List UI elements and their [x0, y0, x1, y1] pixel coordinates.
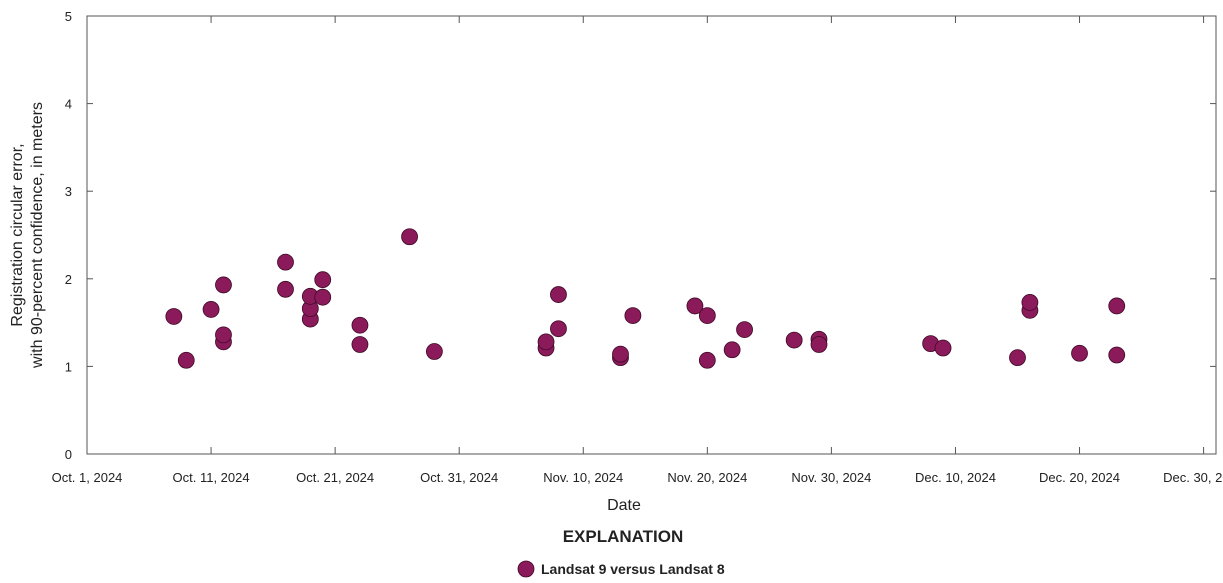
- x-axis: Oct. 1, 2024 Oct. 11, 2024 Oct. 21, 2024 Oc…: [52, 16, 1223, 485]
- data-point: [1108, 346, 1126, 364]
- x-tick-label: Oct. 21, 2024: [296, 470, 374, 485]
- data-point: [314, 288, 332, 306]
- data-point: [810, 336, 828, 353]
- data-point: [698, 307, 716, 324]
- data-point: [351, 316, 369, 334]
- y-axis-title-line-2: with 90-percent confidence, in meters: [29, 102, 46, 369]
- data-point: [401, 228, 418, 246]
- x-tick-label: Nov. 10, 2024: [543, 470, 623, 485]
- data-point: [1021, 294, 1039, 311]
- data-point: [723, 341, 741, 359]
- data-point: [202, 301, 220, 318]
- data-point: [698, 351, 716, 369]
- legend: Landsat 9 versus Landsat 8: [517, 560, 725, 578]
- data-point: [215, 276, 232, 294]
- y-axis: 0 1 2 3 4 5: [65, 9, 1216, 462]
- y-tick-label: 2: [65, 272, 72, 287]
- data-point: [215, 326, 232, 344]
- data-point: [537, 333, 555, 351]
- data-points: [165, 228, 1126, 369]
- x-tick-label: Dec. 20, 2024: [1039, 470, 1120, 485]
- explanation-title: EXPLANATION: [563, 527, 684, 546]
- y-tick-label: 0: [65, 447, 72, 462]
- data-point: [736, 321, 753, 339]
- x-tick-label: Oct. 11, 2024: [173, 470, 250, 485]
- x-tick-label: Oct. 1, 2024: [52, 470, 123, 485]
- data-point: [277, 253, 294, 271]
- data-point: [550, 286, 567, 303]
- data-point: [1071, 344, 1088, 362]
- x-tick-label: Dec. 10, 2024: [915, 470, 996, 485]
- data-point: [785, 331, 803, 349]
- data-point: [550, 320, 567, 338]
- data-point: [351, 336, 369, 353]
- x-axis-title: Date: [607, 497, 641, 514]
- data-point: [165, 308, 183, 325]
- y-tick-label: 1: [65, 359, 72, 374]
- data-point: [612, 345, 629, 363]
- y-tick-label: 3: [65, 184, 72, 199]
- y-tick-label: 4: [65, 97, 72, 112]
- y-tick-label: 5: [65, 9, 72, 24]
- y-axis-title-line-1: Registration circular error,: [9, 143, 26, 326]
- data-point: [1108, 297, 1126, 315]
- x-tick-label: Oct. 31, 2024: [420, 470, 498, 485]
- data-point: [425, 343, 443, 360]
- x-tick-label: Dec. 30, 2024: [1163, 470, 1223, 485]
- legend-marker: [517, 560, 535, 578]
- x-tick-label: Nov. 20, 2024: [667, 470, 747, 485]
- data-point: [177, 351, 195, 369]
- data-point: [934, 339, 952, 357]
- data-point: [314, 271, 332, 289]
- data-point: [624, 307, 642, 324]
- data-point: [277, 280, 294, 298]
- x-tick-label: Nov. 30, 2024: [791, 470, 871, 485]
- legend-label: Landsat 9 versus Landsat 8: [541, 561, 725, 577]
- data-point: [1009, 349, 1026, 367]
- data-point: [686, 297, 704, 315]
- plot-area-frame: [86, 15, 1217, 455]
